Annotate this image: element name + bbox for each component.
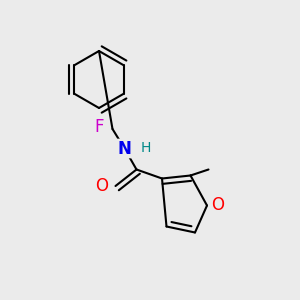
Text: F: F (94, 118, 104, 136)
Text: O: O (212, 196, 224, 214)
Text: H: H (141, 142, 152, 155)
Text: N: N (118, 140, 131, 158)
Text: O: O (95, 177, 108, 195)
